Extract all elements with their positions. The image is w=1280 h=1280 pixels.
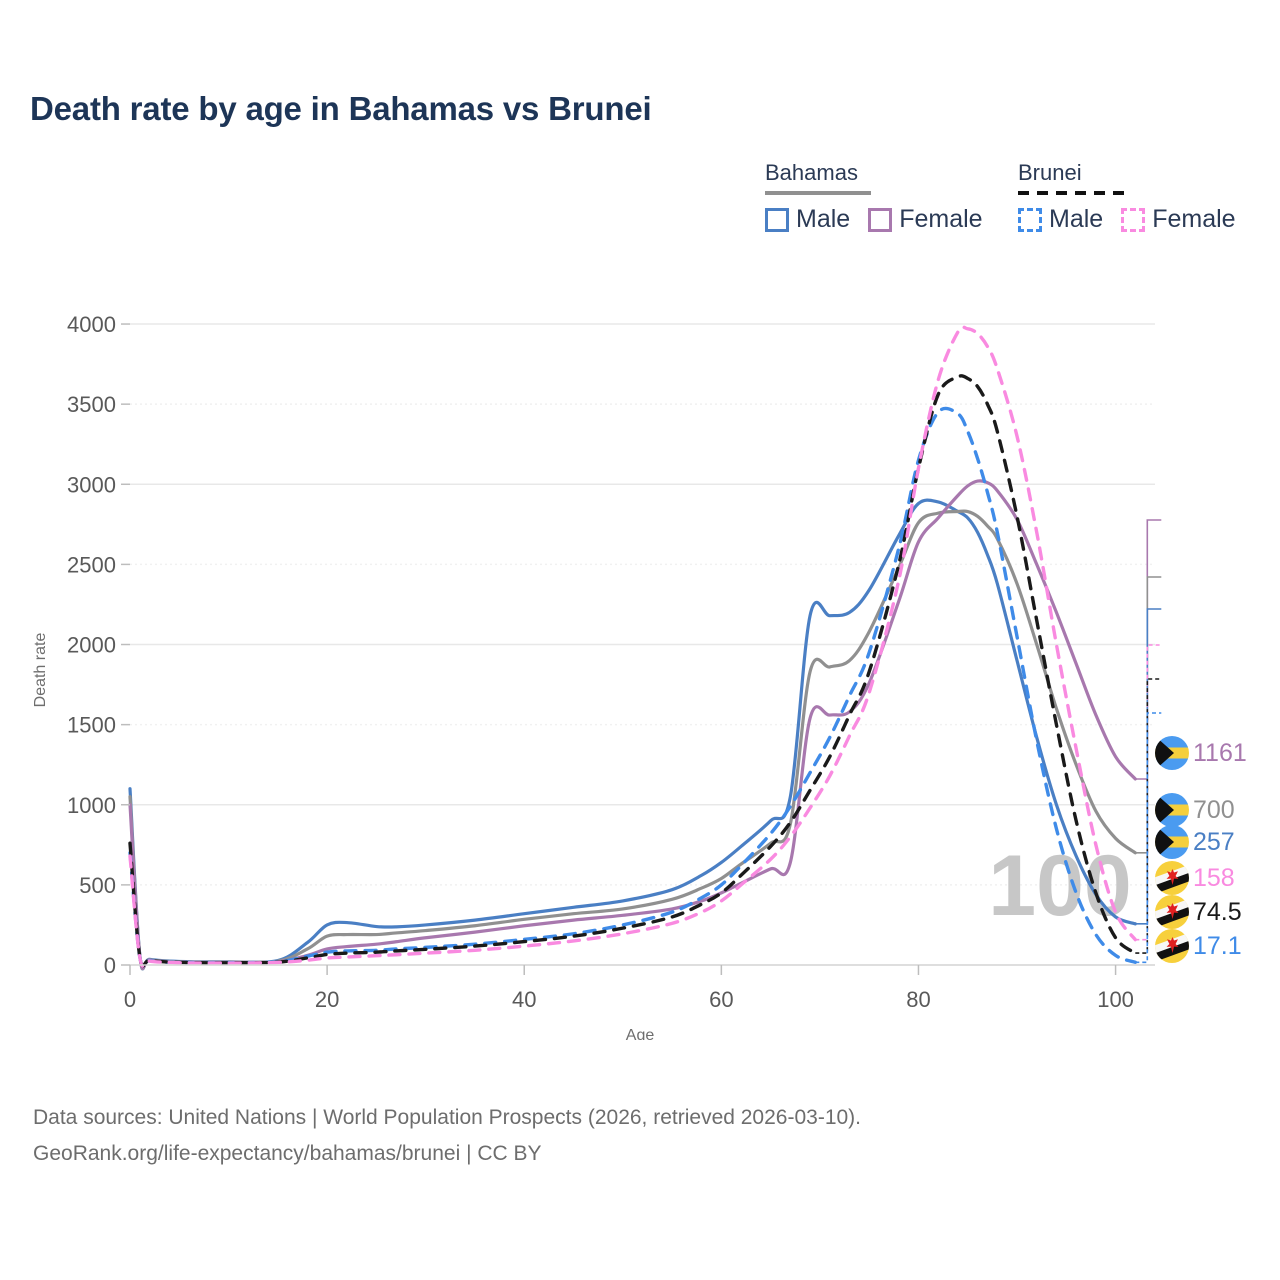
x-tick-label: 100	[1097, 987, 1134, 1012]
gridlines	[130, 323, 1155, 966]
legend-item-bahamas-female[interactable]: Female	[868, 205, 983, 234]
x-tick-label: 0	[124, 987, 136, 1012]
y-tick-label: 2000	[67, 633, 116, 658]
x-tick-label: 40	[512, 987, 536, 1012]
end-label-brunei-female[interactable]: 158	[1155, 861, 1235, 895]
y-tick-label: 3000	[67, 472, 116, 497]
legend-item-bahamas-male[interactable]: Male	[765, 205, 850, 234]
legend-label-brunei-male: Male	[1049, 205, 1104, 233]
y-tick-label: 0	[104, 953, 116, 978]
end-value-brunei-female: 158	[1193, 863, 1235, 892]
series-line	[128, 325, 1137, 968]
y-tick-label: 500	[79, 873, 116, 898]
y-tick-label: 3500	[67, 392, 116, 417]
end-connectors	[1135, 519, 1162, 964]
y-tick-label: 4000	[67, 312, 116, 337]
y-tick-label: 1500	[67, 713, 116, 738]
legend-country-brunei: Brunei	[1018, 160, 1082, 185]
end-value-brunei-total: 74.5	[1193, 897, 1242, 926]
legend-swatch-brunei-female-icon	[1121, 207, 1146, 232]
footer: Data sources: United Nations | World Pop…	[33, 1100, 1233, 1172]
x-tick-label: 60	[709, 987, 733, 1012]
legend-label-bahamas-female: Female	[899, 205, 983, 233]
x-tick-label: 80	[906, 987, 930, 1012]
end-value-bahamas-total: 700	[1193, 795, 1235, 824]
x-axis-ticks: 0 20 40 60 80 100	[124, 964, 1155, 1012]
legend-item-brunei-female[interactable]: Female	[1121, 205, 1236, 234]
y-axis-label: Death rate	[32, 633, 49, 708]
end-value-bahamas-female: 1161	[1193, 738, 1247, 767]
x-tick-label: 20	[315, 987, 339, 1012]
end-label-brunei-total[interactable]: 74.5	[1155, 895, 1242, 929]
watermark: 100	[988, 838, 1132, 934]
series-line	[128, 374, 1137, 969]
legend-label-brunei-female: Female	[1152, 205, 1236, 233]
series-lines	[128, 325, 1137, 971]
end-label-bahamas-female[interactable]: 1161	[1155, 736, 1247, 770]
end-label-bahamas-total[interactable]: 700	[1155, 793, 1235, 827]
y-axis-ticks: 0 500 1000 1500 2000 2500 3000 3500 4000	[67, 312, 130, 978]
end-value-brunei-male: 17.1	[1193, 931, 1242, 960]
bahamas-flag-icon	[1155, 825, 1189, 859]
y-tick-label: 1000	[67, 793, 116, 818]
end-value-bahamas-male: 257	[1193, 827, 1235, 856]
end-label-bahamas-male[interactable]: 257	[1155, 825, 1235, 859]
legend-label-bahamas-male: Male	[796, 205, 851, 233]
bahamas-flag-icon	[1155, 793, 1189, 827]
chart-legend: Bahamas Male Female Brunei Male	[760, 160, 1260, 240]
plot-area: 100 0 500 1000 1500 2000 2500 3000 3500 4000 0 20…	[0, 250, 1280, 1040]
page-title: Death rate by age in Bahamas vs Brunei	[30, 90, 652, 127]
x-axis-label: Age	[626, 1027, 655, 1040]
series-line	[128, 498, 1137, 971]
footer-attribution: GeoRank.org/life-expectancy/bahamas/brun…	[33, 1142, 542, 1165]
legend-country-bahamas: Bahamas	[765, 160, 858, 185]
legend-rule-brunei	[1018, 191, 1124, 195]
brunei-flag-icon	[1155, 929, 1189, 963]
legend-item-brunei-male[interactable]: Male	[1018, 205, 1103, 234]
brunei-flag-icon	[1155, 861, 1189, 895]
legend-swatch-brunei-male-icon	[1018, 207, 1042, 232]
legend-swatch-bahamas-male-icon	[765, 207, 789, 232]
legend-group-bahamas: Bahamas Male Female	[765, 160, 983, 234]
brunei-flag-icon	[1155, 895, 1189, 929]
legend-rule-bahamas	[765, 191, 871, 195]
end-label-brunei-male[interactable]: 17.1	[1155, 929, 1242, 963]
legend-group-brunei: Brunei Male Female	[1018, 160, 1236, 234]
footer-data-sources: Data sources: United Nations | World Pop…	[33, 1106, 862, 1129]
end-value-labels: 1161 700 257 158 74.5 17.1	[1155, 250, 1280, 1040]
bahamas-flag-icon	[1155, 736, 1189, 770]
y-tick-label: 2500	[67, 552, 116, 577]
end-connector	[1135, 678, 1162, 954]
series-line	[128, 406, 1137, 968]
end-connector	[1135, 712, 1162, 964]
watermark-text: 100	[988, 838, 1132, 934]
death-rate-line-chart: 100 0 500 1000 1500 2000 2500 3000 3500 4000 0 20…	[32, 312, 1162, 1040]
legend-swatch-bahamas-female-icon	[868, 207, 893, 232]
